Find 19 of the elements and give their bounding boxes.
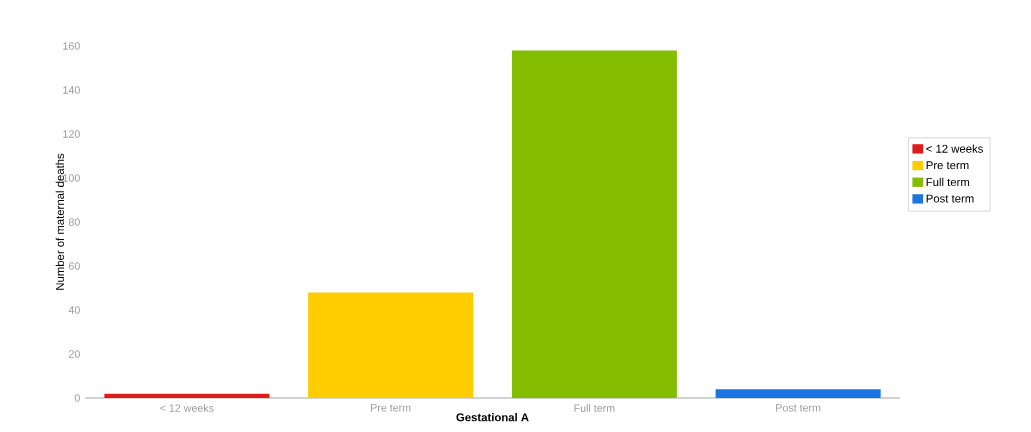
x-tick-label: Full term bbox=[574, 404, 615, 412]
y-tick-label: 80 bbox=[68, 218, 80, 226]
y-axis-title: Number of maternal deaths bbox=[55, 153, 64, 290]
legend-label: Pre term bbox=[926, 161, 969, 170]
x-tick-label: Post term bbox=[776, 404, 821, 412]
y-tick-label: 20 bbox=[68, 350, 80, 358]
y-tick-label: 100 bbox=[63, 174, 80, 182]
y-tick-label: 140 bbox=[63, 86, 80, 94]
x-axis-title: Gestational A bbox=[456, 413, 529, 422]
y-tick-label: 120 bbox=[63, 130, 80, 138]
y-tick-label: 40 bbox=[68, 306, 80, 314]
y-tick-label: 160 bbox=[63, 42, 80, 50]
legend-label: Post term bbox=[926, 194, 974, 203]
legend-label: Full term bbox=[926, 177, 970, 187]
x-tick-label: < 12 weeks bbox=[160, 404, 214, 412]
y-tick-label: 60 bbox=[68, 262, 80, 270]
y-tick-label: 0 bbox=[74, 394, 80, 402]
x-tick-label: Pre term bbox=[371, 404, 411, 412]
legend-label: < 12 weeks bbox=[926, 144, 983, 153]
